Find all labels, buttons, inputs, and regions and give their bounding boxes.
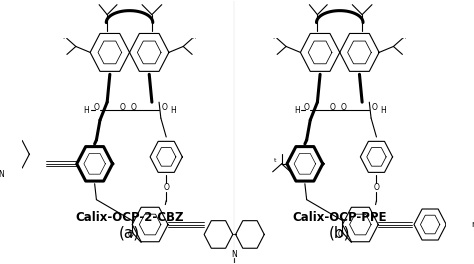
Text: t: t <box>274 158 276 163</box>
Text: O: O <box>130 103 136 112</box>
Text: H: H <box>83 106 89 115</box>
Text: ···: ··· <box>401 36 407 41</box>
Text: N: N <box>0 170 4 179</box>
Text: ···: ··· <box>191 36 197 41</box>
Text: ···: ··· <box>63 36 68 41</box>
Text: O: O <box>330 103 336 112</box>
Text: O: O <box>119 103 125 112</box>
Text: (b): (b) <box>329 226 350 241</box>
Text: N: N <box>231 250 237 259</box>
Text: O: O <box>304 103 310 112</box>
Text: O: O <box>162 103 167 112</box>
Text: Calix-OCP-PPE: Calix-OCP-PPE <box>292 211 387 224</box>
Text: Calix-OCP-2-CBZ: Calix-OCP-2-CBZ <box>75 211 184 224</box>
Text: H: H <box>294 106 300 115</box>
Text: O: O <box>163 183 169 192</box>
Text: ···: ··· <box>273 36 278 41</box>
Text: O: O <box>372 103 378 112</box>
Text: O: O <box>93 103 100 112</box>
Text: O: O <box>374 183 379 192</box>
Text: O: O <box>340 103 346 112</box>
Text: H: H <box>170 106 175 115</box>
Text: (a): (a) <box>119 226 140 241</box>
Text: H: H <box>380 106 386 115</box>
Text: O: O <box>338 230 344 239</box>
Text: O: O <box>128 230 133 239</box>
Text: n: n <box>471 220 474 229</box>
